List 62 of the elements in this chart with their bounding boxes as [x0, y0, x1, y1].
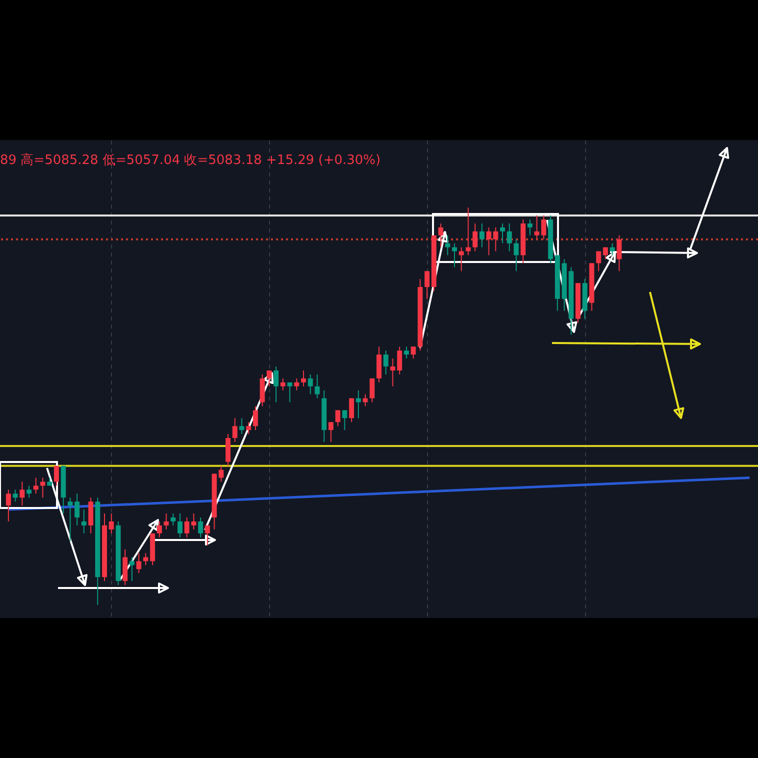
candlestick: [40, 477, 46, 498]
text: 89 高=5085.28 低=5057.04 收=5083.18 +15.29 (+0.30%): [0, 152, 381, 168]
candlestick: [500, 222, 506, 244]
candlestick: [301, 370, 306, 387]
candlestick: [424, 270, 430, 300]
candlestick: [308, 374, 313, 395]
candlestick: [6, 489, 11, 522]
candlestick: [610, 242, 615, 256]
candlestick: [294, 378, 300, 391]
candlestick: [26, 485, 32, 498]
candlestick: [328, 422, 334, 442]
candlestick: [410, 346, 416, 360]
candlestick: [479, 222, 484, 248]
candlestick: [287, 382, 292, 403]
candlestick: [370, 378, 375, 403]
candlestick: [252, 406, 258, 431]
candlestick: [81, 509, 86, 534]
candlestick: [246, 422, 252, 435]
candlestick: [136, 552, 142, 574]
candlestick: [74, 493, 80, 526]
candlestick: [108, 513, 114, 534]
candlestick: [164, 513, 169, 530]
candlestick: [527, 218, 532, 236]
candlestick: [12, 489, 18, 502]
candlestick: [20, 481, 25, 506]
candlestick: [506, 222, 512, 252]
candlestick: [397, 346, 402, 375]
candlestick: [390, 358, 396, 387]
candlestick: [177, 513, 182, 538]
candlestick: [514, 238, 519, 272]
candlestick: [445, 234, 450, 256]
candlestick: [280, 378, 286, 391]
candlestick: [33, 477, 38, 494]
candlestick: [452, 242, 457, 268]
candlestick: [466, 207, 471, 256]
candlestick: [314, 374, 320, 399]
candlestick: [68, 497, 73, 542]
candlestick: [226, 434, 231, 466]
candlestick: [88, 497, 94, 534]
candlestick: [335, 410, 340, 427]
candlestick: [274, 366, 279, 403]
candlestick: [472, 222, 478, 252]
candlestick: [204, 524, 210, 546]
candlestick: [383, 350, 388, 375]
candlestick: [438, 222, 444, 248]
candlestick: [266, 370, 272, 387]
candlestick: [260, 374, 265, 407]
candlestick: [376, 346, 382, 383]
candlestick: [404, 346, 409, 360]
candlestick: [129, 556, 134, 582]
candlestick: [198, 516, 204, 538]
candlestick: [596, 250, 602, 272]
candlestick: [616, 234, 622, 272]
candlestick: [170, 513, 176, 526]
candlestick: [342, 410, 348, 431]
candlestick: [239, 418, 244, 435]
candlestick: [54, 465, 59, 486]
candlestick: [122, 548, 128, 586]
candlestick: [156, 520, 162, 538]
candlestick: [349, 398, 354, 423]
candlestick: [232, 418, 238, 442]
candlestick: [143, 552, 148, 566]
